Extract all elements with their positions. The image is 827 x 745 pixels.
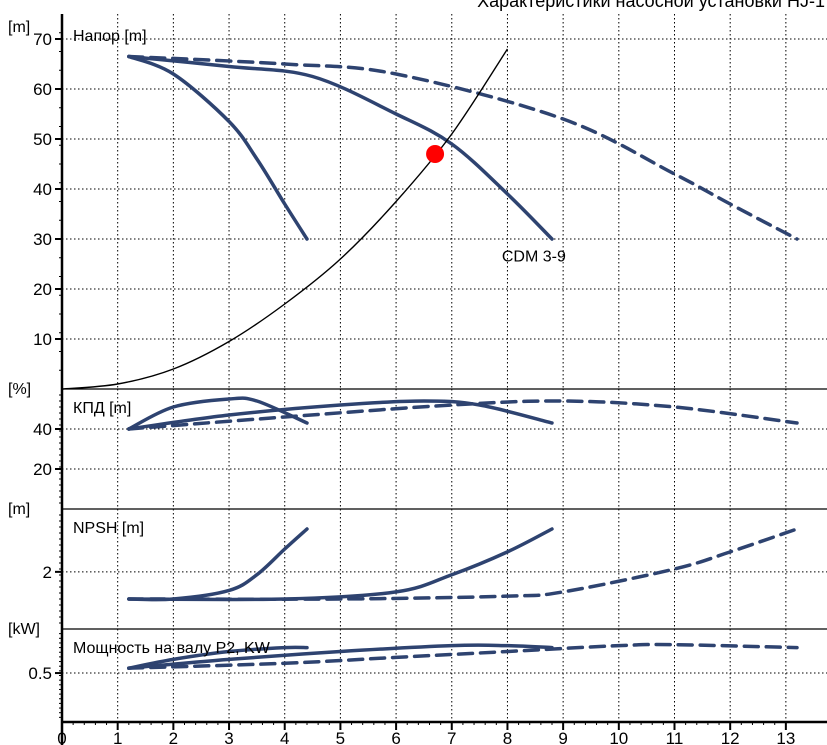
x-tick-label: 6 xyxy=(391,729,400,745)
curve-annotation: CDM 3-9 xyxy=(502,249,566,266)
axis-layer xyxy=(55,14,827,745)
x-tick-label: 5 xyxy=(336,729,345,745)
x-tick-label: 9 xyxy=(558,729,567,745)
y-tick-label: 30 xyxy=(33,230,52,249)
y-tick-label: 20 xyxy=(33,280,52,299)
head-curve-dashed-2 xyxy=(127,54,799,241)
system-curve xyxy=(61,48,509,390)
unit-label: [m] xyxy=(8,501,30,518)
npsh-curve-solid-0 xyxy=(127,527,309,602)
x-tick-label: 13 xyxy=(776,729,795,745)
y-tick-label: 40 xyxy=(33,420,52,439)
power-curve-dashed-2 xyxy=(127,642,799,670)
efficiency-curve-dashed-2 xyxy=(127,399,799,431)
y-tick-label: 20 xyxy=(33,460,52,479)
efficiency-curve-solid-0 xyxy=(127,396,309,431)
curve-layer xyxy=(61,48,799,670)
chart-title: Характеристики насосной установки HJ-1 xyxy=(477,0,825,11)
x-tick-label: 3 xyxy=(224,729,233,745)
x-tick-label: 1 xyxy=(113,729,122,745)
x-tick-label: 8 xyxy=(503,729,512,745)
panel-title: КПД [m] xyxy=(73,400,131,417)
unit-label: [m] xyxy=(8,19,30,36)
x-tick-label: 7 xyxy=(447,729,456,745)
y-tick-label: 10 xyxy=(33,330,52,349)
panel-title: NPSH [m] xyxy=(73,520,144,537)
y-tick-label: 2 xyxy=(43,563,52,582)
power-curve-solid-1 xyxy=(127,643,554,670)
y-tick-label: 60 xyxy=(33,80,52,99)
x-tick-label: 0 xyxy=(57,729,66,745)
head-curve-solid-0 xyxy=(127,54,309,241)
unit-label: [%] xyxy=(8,381,31,398)
x-tick-label: 2 xyxy=(169,729,178,745)
efficiency-curve-solid-1 xyxy=(127,399,554,431)
npsh-curve-dashed-2 xyxy=(127,527,799,601)
y-tick-label: 50 xyxy=(33,130,52,149)
panel-title: Напор [m] xyxy=(73,28,147,45)
y-tick-label: 0.5 xyxy=(28,664,52,683)
panel-title: Мощность на валу P2, KW xyxy=(73,640,271,657)
npsh-curve-solid-1 xyxy=(127,527,554,602)
x-tick-label: 12 xyxy=(721,729,740,745)
power-curve-solid-0 xyxy=(127,645,309,670)
head-curve-solid-1 xyxy=(127,54,554,241)
unit-label: [kW] xyxy=(8,621,40,638)
x-tick-label: 11 xyxy=(666,729,684,745)
x-tick-label: 4 xyxy=(280,729,289,745)
operating-point-marker xyxy=(426,145,445,163)
y-tick-label: 40 xyxy=(33,180,52,199)
y-tick-label: 70 xyxy=(33,30,52,49)
x-tick-label: 10 xyxy=(609,729,628,745)
